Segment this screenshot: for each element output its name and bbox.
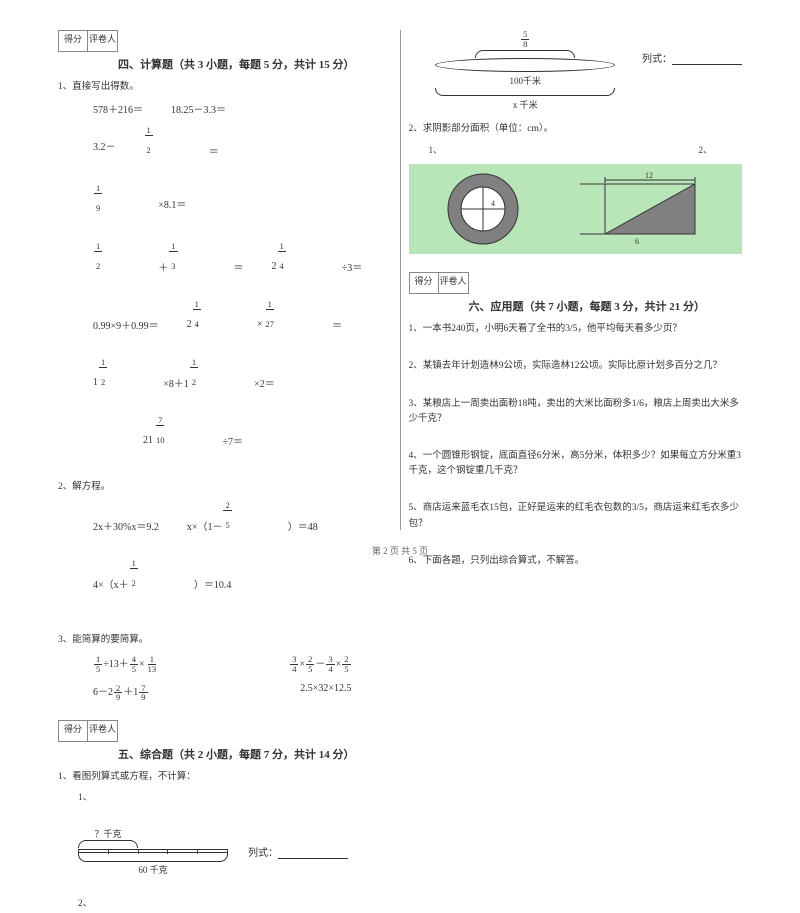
q4-1-row2: 12＋13＝ 214÷3＝ 0.99×9＋0.99＝ 214×127＝: [58, 242, 392, 358]
q4-2-row: 2x＋30%x＝9.2 x×（1－25）＝48 4×（x＋12）＝10.4: [58, 501, 392, 617]
score-grader-box-6: 得分 评卷人: [409, 272, 743, 294]
triangle-figure: 12 6: [575, 172, 705, 247]
expr: 15÷13＋45×113: [93, 655, 159, 674]
sub2: 2、: [698, 143, 712, 156]
expr: 12＋13＝: [93, 242, 244, 290]
score-grader-box-5: 得分 评卷人: [58, 720, 392, 742]
page-footer: 第 2 页 共 5 页: [0, 544, 800, 557]
score-grader-box-4: 得分 评卷人: [58, 30, 392, 52]
expr: 4×（x＋12）＝10.4: [93, 559, 231, 607]
expr: 19×8.1＝: [93, 184, 214, 232]
q4-3: 3、能简算的要简算。: [58, 633, 392, 648]
section-6-title: 六、应用题（共 7 小题，每题 3 分，共计 21 分）: [409, 298, 743, 314]
q6-1: 1、一本书240页，小明6天看了全书的3/5，他平均每天看多少页？: [409, 322, 743, 337]
expr: 2x＋30%x＝9.2: [93, 501, 159, 549]
q4-2: 2、解方程。: [58, 480, 392, 495]
expr: 6－229＋179: [93, 683, 149, 702]
q5-1-2: 2、: [58, 897, 392, 912]
expr: 3.2－12＝: [93, 126, 219, 174]
q6-5: 5、商店运来蓝毛衣15包，正好是运来的红毛衣包数的3/5，商店运来红毛衣多少包？: [409, 501, 743, 531]
q5-2: 2、求阴影部分面积（单位：cm）。: [409, 122, 743, 137]
figure-area: 4 12 6: [409, 164, 743, 254]
label-top: ？千克: [94, 829, 121, 839]
expr: 0.99×9＋0.99＝: [93, 300, 159, 348]
svg-text:12: 12: [645, 172, 653, 180]
formula-field: 列式：: [248, 844, 348, 859]
q6-4: 4、一个圆锥形钢锭，底面直径6分米，高5分米，体积多少？如果每立方分米重3千克，…: [409, 449, 743, 479]
grader-label: 评卷人: [88, 720, 118, 742]
expr: 214÷3＝: [272, 242, 363, 290]
section-4-title: 四、计算题（共 3 小题，每题 5 分，共计 15 分）: [58, 56, 392, 72]
q4-1: 1、直接写出得数。: [58, 80, 392, 95]
label-100km: 100千米: [435, 74, 615, 87]
expr: 18.25－3.3＝: [171, 101, 226, 116]
score-label: 得分: [58, 30, 88, 52]
q4-3-row1: 15÷13＋45×113 34×25－34×25: [58, 655, 392, 674]
q4-1-row3: 112×8＋112×2＝ 21710÷7＝: [58, 358, 392, 474]
section-5-title: 五、综合题（共 2 小题，每题 7 分，共计 14 分）: [58, 746, 392, 762]
expr: 21710÷7＝: [143, 416, 243, 464]
expr: 214×127＝: [187, 300, 342, 348]
sub-labels: 1、 2、: [409, 143, 743, 156]
svg-text:6: 6: [635, 237, 639, 246]
expr: 2.5×32×12.5: [300, 683, 351, 702]
score-label: 得分: [409, 272, 439, 294]
formula-field-2: 列式：: [642, 30, 742, 65]
label-bot: 60 千克: [138, 865, 167, 875]
grader-label: 评卷人: [88, 30, 118, 52]
label-xkm: x 千米: [435, 98, 615, 111]
brace-diagram-1: ？千克 60 千克: [58, 812, 248, 891]
ring-figure: 4: [446, 172, 521, 247]
grader-label: 评卷人: [439, 272, 469, 294]
q5-1-sub: 1、: [58, 791, 392, 806]
q5-1: 1、看图列算式或方程，不计算：: [58, 770, 392, 785]
expr: 112×8＋112×2＝: [93, 358, 275, 406]
q4-3-row2: 6－229＋179 2.5×32×12.5: [58, 683, 392, 702]
svg-text:4: 4: [491, 199, 495, 208]
q4-1-row1: 578＋216＝ 18.25－3.3＝ 3.2－12＝ 19×8.1＝: [58, 101, 392, 242]
q6-2: 2、某镇去年计划造林9公顷，实际造林12公顷。实际比原计划多百分之几？: [409, 359, 743, 374]
score-label: 得分: [58, 720, 88, 742]
ellipse-diagram: 100千米 x 千米: [435, 50, 615, 111]
frac-5-8: 58: [409, 30, 643, 48]
expr: x×（1－25）＝48: [187, 501, 318, 549]
q6-3: 3、某粮店上一周卖出面粉18吨，卖出的大米比面粉多1/6，粮店上周卖出大米多少千…: [409, 397, 743, 427]
sub1: 1、: [429, 143, 443, 156]
expr: 578＋216＝: [93, 101, 143, 116]
expr: 34×25－34×25: [289, 655, 351, 674]
